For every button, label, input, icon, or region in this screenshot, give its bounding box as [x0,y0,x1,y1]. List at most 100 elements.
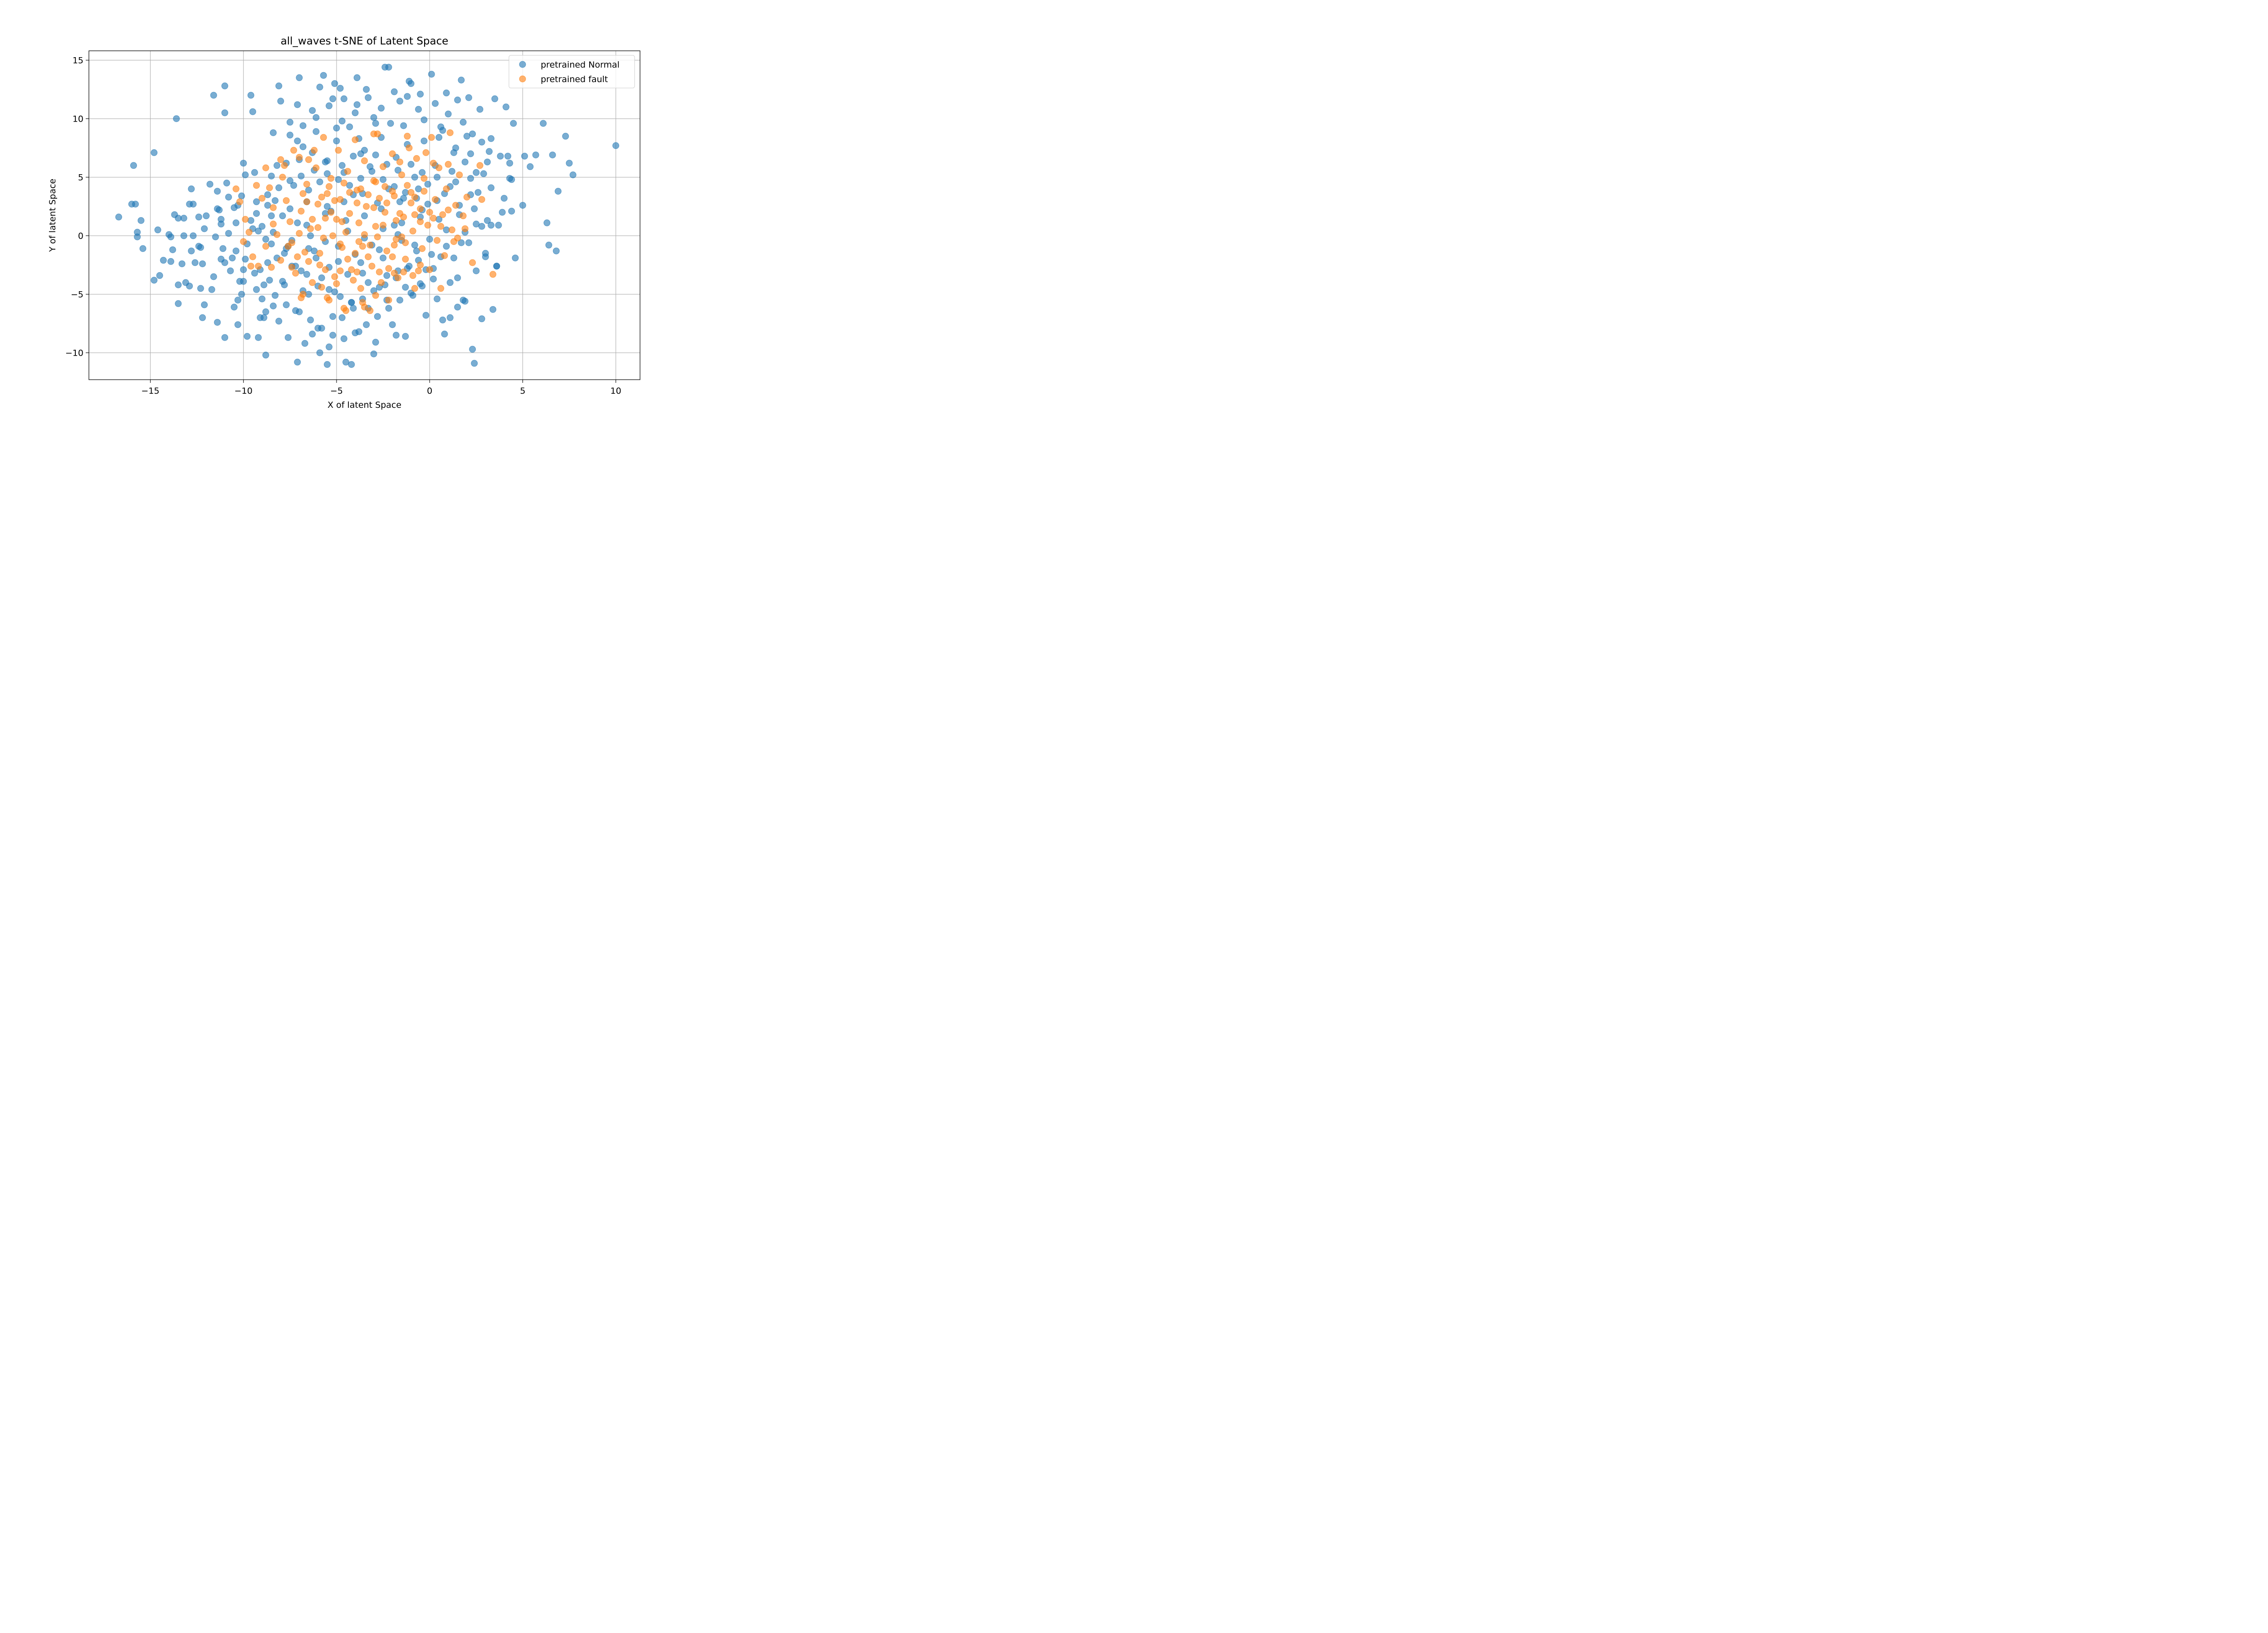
scatter-point [296,308,303,315]
scatter-point [230,303,238,311]
scatter-point [268,212,275,220]
scatter-point [443,89,450,97]
scatter-point [350,152,357,160]
scatter-point [411,211,418,218]
scatter-point [372,223,379,230]
scatter-point [214,188,221,195]
scatter-point [430,275,437,283]
scatter-point [383,272,391,279]
scatter-point [268,172,275,180]
scatter-point [365,191,372,198]
scatter-point [370,130,377,137]
scatter-point [244,333,251,340]
scatter-point [488,221,495,229]
scatter-point [489,271,497,278]
scatter-point [406,78,413,85]
scatter-point [348,361,355,368]
scatter-point [396,198,403,205]
scatter-point [512,254,519,262]
scatter-point [461,158,469,166]
scatter-point [240,160,247,167]
scatter-point [294,137,301,145]
scatter-point [417,261,424,269]
scatter-point [342,307,349,314]
scatter-point [383,199,391,206]
scatter-point [303,198,310,205]
scatter-point [452,178,459,186]
scatter-point [151,277,158,284]
scatter-point [188,185,195,192]
scatter-point [353,269,361,276]
scatter-point [445,161,452,168]
scatter-point [234,321,241,328]
scatter-point [396,158,403,166]
scatter-point [318,284,325,291]
scatter-point [331,80,338,87]
scatter-point [471,360,478,367]
scatter-point [448,168,455,175]
scatter-point [320,235,327,242]
scatter-point [484,158,491,166]
scatter-point [290,182,297,189]
scatter-point [299,143,307,151]
scatter-point [251,169,258,176]
scatter-point [247,217,254,224]
scatter-point [367,241,374,249]
scatter-point [286,132,293,139]
scatter-point [201,225,208,232]
scatter-point [454,274,461,281]
scatter-point [338,162,346,169]
scatter-point [409,227,416,235]
scatter-point [264,191,271,198]
scatter-point [156,272,163,279]
scatter-point [417,91,424,98]
scatter-point [443,243,450,250]
scatter-point [380,176,386,183]
scatter-point [286,205,293,212]
scatter-point [402,284,409,291]
scatter-point [396,297,403,304]
scatter-point [355,238,362,245]
scatter-point [227,267,234,274]
scatter-point [327,175,335,182]
scatter-point [506,175,513,182]
scatter-point [316,249,323,257]
scatter-point [446,279,454,286]
scatter-point [355,219,362,226]
scatter-point [139,245,147,252]
scatter-point [333,124,340,132]
scatter-point [305,186,312,194]
scatter-point [262,235,269,243]
scatter-point [323,203,331,210]
scatter-point [396,210,403,217]
scatter-point [201,301,208,308]
scatter-point [411,194,418,200]
scatter-point [404,93,411,100]
y-axis-label: Y of latent Space [48,179,58,253]
scatter-point [259,295,266,303]
scatter-point [402,255,409,263]
scatter-point [322,266,329,273]
scatter-point [316,349,323,357]
scatter-point [262,308,269,315]
scatter-point [128,200,135,208]
scatter-point [274,162,281,169]
scatter-point [188,247,195,254]
scatter-point [275,318,283,325]
scatter-point [463,194,470,200]
scatter-point [268,240,275,248]
scatter-point [407,189,415,196]
scatter-point [353,74,361,81]
scatter-point [323,361,331,368]
scatter-point [554,188,562,195]
scatter-point [275,184,283,191]
scatter-point [359,243,366,250]
scatter-point [314,200,322,208]
scatter-point [199,314,206,321]
scatter-point [279,278,286,285]
scatter-point [279,212,286,220]
scatter-point [214,205,221,212]
scatter-point [380,221,386,229]
scatter-point [381,183,389,190]
scatter-point [450,254,457,262]
